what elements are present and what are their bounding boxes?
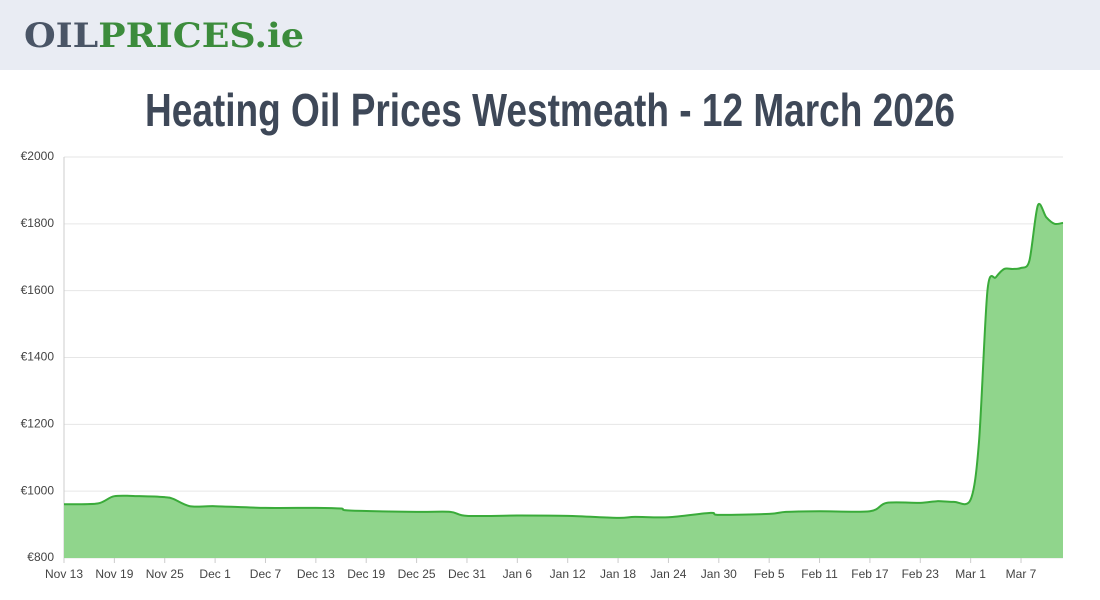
x-tick-label: Dec 13 <box>297 567 335 581</box>
x-tick-label: Dec 31 <box>448 567 486 581</box>
header-bar <box>0 0 1100 70</box>
x-tick-label: Mar 7 <box>1006 567 1037 581</box>
x-tick-label: Nov 25 <box>146 567 184 581</box>
x-tick-label: Jan 24 <box>650 567 686 581</box>
y-tick-label: €2000 <box>21 149 55 163</box>
y-tick-label: €1200 <box>21 417 55 431</box>
logo[interactable]: OIL PRICES.ie <box>24 16 304 56</box>
y-tick-label: €1000 <box>21 483 55 497</box>
x-tick-label: Mar 1 <box>955 567 986 581</box>
x-tick-label: Jan 30 <box>701 567 737 581</box>
y-tick-label: €800 <box>27 550 54 564</box>
price-line <box>63 202 1064 519</box>
x-tick-label: Nov 13 <box>45 567 83 581</box>
x-tick-label: Feb 11 <box>801 567 838 581</box>
chart-title: Heating Oil Prices Westmeath - 12 March … <box>145 84 955 136</box>
x-tick-label: Feb 5 <box>754 567 785 581</box>
x-tick-label: Dec 19 <box>347 567 385 581</box>
x-tick-label: Jan 12 <box>550 567 586 581</box>
area-fill <box>64 203 1063 558</box>
x-tick-label: Nov 19 <box>95 567 133 581</box>
x-tick-label: Jan 18 <box>600 567 636 581</box>
x-tick-label: Dec 25 <box>398 567 436 581</box>
x-tick-label: Dec 7 <box>250 567 282 581</box>
x-tick-label: Dec 1 <box>199 567 231 581</box>
x-tick-label: Feb 17 <box>851 567 889 581</box>
y-tick-label: €1600 <box>21 283 55 297</box>
y-tick-label: €1800 <box>21 216 55 230</box>
x-tick-label: Feb 23 <box>902 567 940 581</box>
logo-part: PRICES.ie <box>98 16 304 56</box>
y-tick-label: €1400 <box>21 350 55 364</box>
logo-part: OIL <box>24 16 98 56</box>
x-tick-label: Jan 6 <box>503 567 533 581</box>
